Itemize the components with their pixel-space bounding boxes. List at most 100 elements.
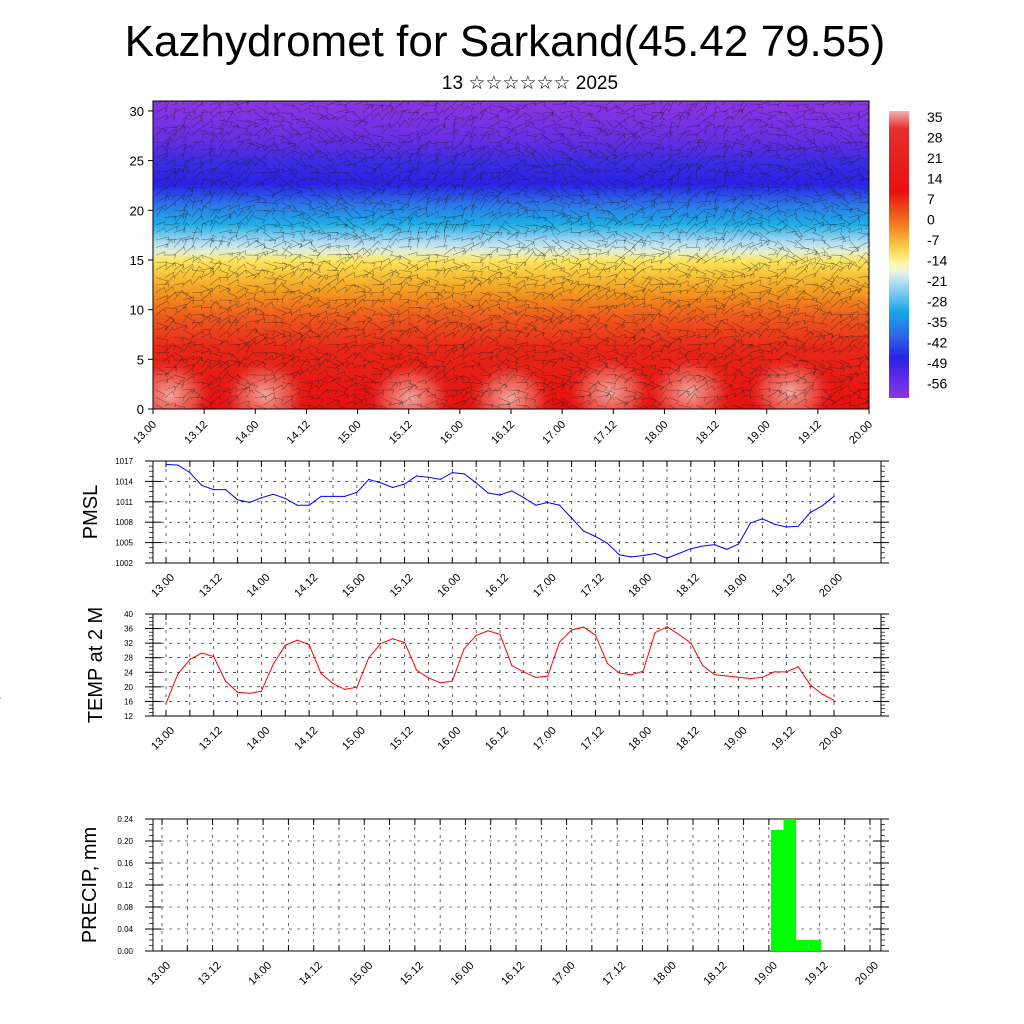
wind-barb — [695, 166, 701, 181]
wind-barb — [830, 172, 841, 183]
wind-barb — [605, 209, 615, 219]
wind-barb — [407, 384, 417, 391]
wind-barb — [677, 229, 685, 241]
wind-barb — [506, 359, 518, 367]
wind-barb — [362, 195, 372, 203]
y-axis-title: TEMP at 2 M — [85, 607, 107, 723]
wind-barb — [227, 270, 238, 278]
wind-barb — [245, 198, 260, 203]
wind-barb — [803, 145, 818, 151]
wind-barb — [389, 255, 402, 263]
wind-barb — [569, 339, 579, 346]
wind-barb — [281, 263, 292, 271]
wind-barb — [515, 149, 525, 157]
wind-barb — [731, 284, 745, 293]
wind-barb — [434, 389, 448, 396]
wind-barb — [209, 220, 219, 233]
data-point — [439, 478, 441, 480]
wind-barb — [551, 168, 566, 173]
wind-barb — [839, 208, 852, 213]
wind-barb — [839, 217, 851, 227]
wind-barb — [830, 112, 841, 119]
wind-barb — [461, 175, 469, 188]
wind-barb — [623, 163, 635, 173]
wind-barb — [848, 288, 860, 301]
wind-barb — [317, 358, 329, 368]
wind-barb — [542, 258, 557, 264]
wind-barb — [713, 277, 728, 284]
wind-barb — [776, 145, 789, 151]
wind-barb — [326, 377, 341, 383]
wind-barb — [218, 287, 230, 293]
wind-barb — [767, 382, 782, 388]
wind-barb — [479, 191, 494, 197]
y-tick-label: 32 — [124, 639, 133, 648]
wind-barb — [362, 342, 374, 347]
wind-barb — [686, 108, 694, 121]
wind-barb — [416, 263, 429, 271]
wind-barb — [362, 332, 376, 338]
x-tick-label: 19.12 — [769, 725, 797, 753]
wind-barb — [488, 112, 499, 119]
wind-barb — [173, 101, 179, 106]
wind-barb — [651, 164, 663, 169]
wind-barb — [488, 176, 499, 181]
wind-barb — [182, 144, 193, 151]
wind-barb — [353, 209, 363, 220]
wind-barb — [713, 125, 723, 136]
wind-barb — [623, 276, 635, 286]
wind-barb — [857, 388, 869, 391]
wind-barb — [713, 257, 724, 263]
wind-barb — [281, 179, 293, 190]
wind-barb — [623, 292, 634, 301]
wind-barb — [713, 273, 725, 286]
wind-barb — [857, 232, 869, 239]
wind-barb — [461, 144, 472, 151]
wind-barb — [326, 344, 339, 349]
wind-barb — [776, 226, 787, 233]
wind-barb — [200, 238, 214, 248]
wind-barb — [758, 300, 772, 308]
x-tick-label: 14.12 — [292, 572, 320, 600]
wind-barb — [209, 352, 223, 360]
wind-barb — [434, 102, 441, 113]
wind-barb — [236, 160, 248, 166]
wind-barb — [524, 321, 535, 331]
wind-barb — [209, 314, 221, 322]
wind-barb — [461, 365, 474, 370]
wind-barb — [830, 275, 840, 286]
wind-barb — [704, 378, 716, 383]
wind-barb — [335, 134, 345, 146]
wind-barb — [470, 382, 484, 388]
wind-barb — [380, 183, 391, 196]
wind-barb — [605, 344, 617, 350]
x-tick-label: 15.00 — [347, 960, 375, 988]
wind-barb — [542, 359, 556, 366]
wind-barb — [353, 254, 363, 263]
wind-barb — [704, 214, 716, 220]
wind-barb — [425, 196, 433, 211]
y-tick-label: 28 — [124, 654, 133, 663]
wind-barb — [497, 126, 509, 131]
wind-barb — [452, 178, 466, 183]
wind-barb — [668, 299, 681, 308]
wind-barb — [218, 159, 230, 166]
wind-barb — [596, 232, 606, 242]
wind-barb — [443, 311, 454, 316]
wind-barb — [830, 320, 843, 331]
wind-barb — [578, 149, 592, 155]
wind-barb — [569, 367, 582, 372]
data-point — [630, 674, 632, 676]
x-tick-label: 15.12 — [387, 419, 415, 447]
wind-barb — [182, 344, 192, 353]
wind-barb — [839, 235, 850, 241]
wind-barb — [749, 355, 764, 361]
data-point — [773, 671, 776, 673]
wind-barb — [191, 102, 204, 113]
wind-barb — [344, 127, 357, 136]
wind-barb — [848, 303, 859, 308]
wind-barb — [732, 104, 743, 109]
wind-barb — [344, 283, 357, 293]
wind-barb — [335, 278, 345, 286]
wind-barb — [380, 244, 392, 256]
